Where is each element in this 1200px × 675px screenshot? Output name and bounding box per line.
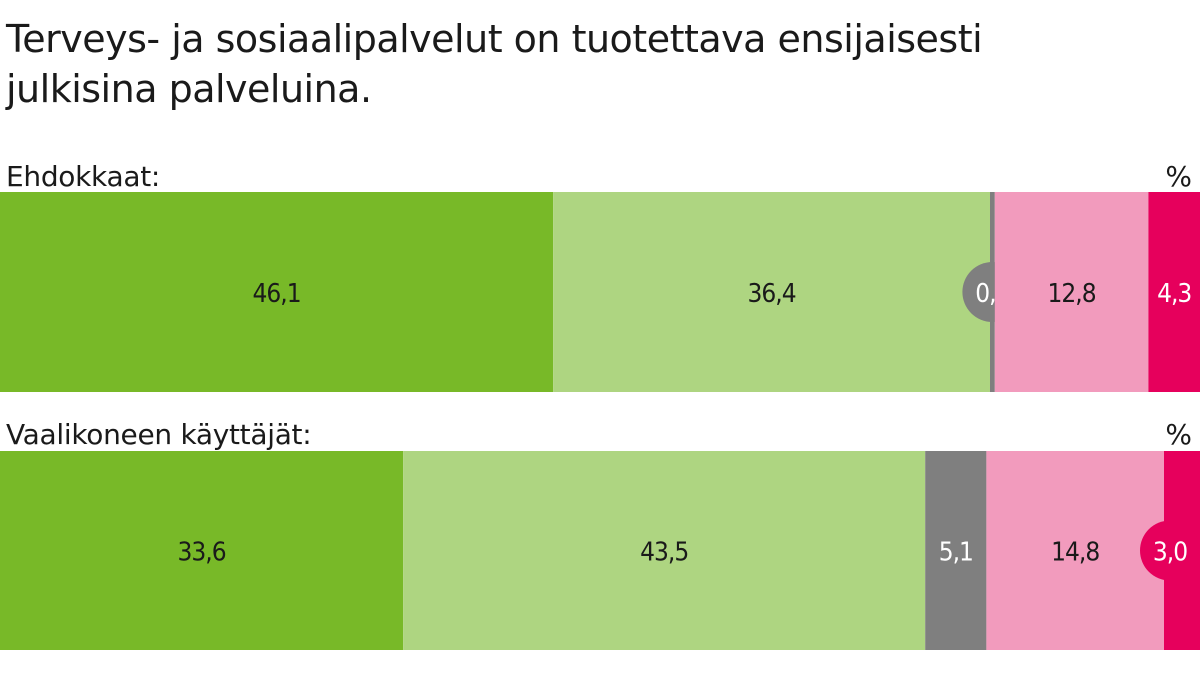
bar-segment-g1-s0 xyxy=(0,451,404,650)
data-label-g1-s2: 5,1 xyxy=(939,538,973,568)
unit-label-ehdokkaat: % xyxy=(1165,160,1192,193)
data-label-g1-s3: 14,8 xyxy=(1051,538,1099,568)
callout-circle-g1-s4 xyxy=(1140,520,1200,581)
group-label-ehdokkaat: Ehdokkaat: xyxy=(6,160,161,193)
group-label-vaalikoneen-kayttajat: Vaalikoneen käyttäjät: xyxy=(6,418,312,451)
bar-segment-g1-s3 xyxy=(986,451,1164,650)
bar-segment-g0-s3 xyxy=(994,192,1149,392)
data-label-g1-s4: 3,0 xyxy=(1153,538,1187,568)
chart-title: Terveys- ja sosiaalipalvelut on tuotetta… xyxy=(6,14,1106,114)
unit-label-vaalikoneen-kayttajat: % xyxy=(1165,418,1192,451)
bar-segment-g1-s1 xyxy=(403,451,926,650)
bar-segment-g0-s1 xyxy=(553,192,990,392)
chart-title-line-1: Terveys- ja sosiaalipalvelut on tuotetta… xyxy=(6,17,983,61)
bar-segment-g1-s2 xyxy=(925,451,987,650)
data-label-g0-s0: 46,1 xyxy=(253,279,301,309)
bar-segment-g0-s0 xyxy=(0,192,554,392)
data-label-g0-s3: 12,8 xyxy=(1048,279,1096,309)
data-label-g0-s4: 4,3 xyxy=(1157,279,1191,309)
bar-segment-g0-s4 xyxy=(1148,192,1200,392)
chart-title-line-2: julkisina palveluina. xyxy=(6,67,372,111)
data-label-g1-s0: 33,6 xyxy=(178,538,226,568)
data-label-g1-s1: 43,5 xyxy=(640,538,688,568)
data-label-g0-s1: 36,4 xyxy=(748,279,796,309)
